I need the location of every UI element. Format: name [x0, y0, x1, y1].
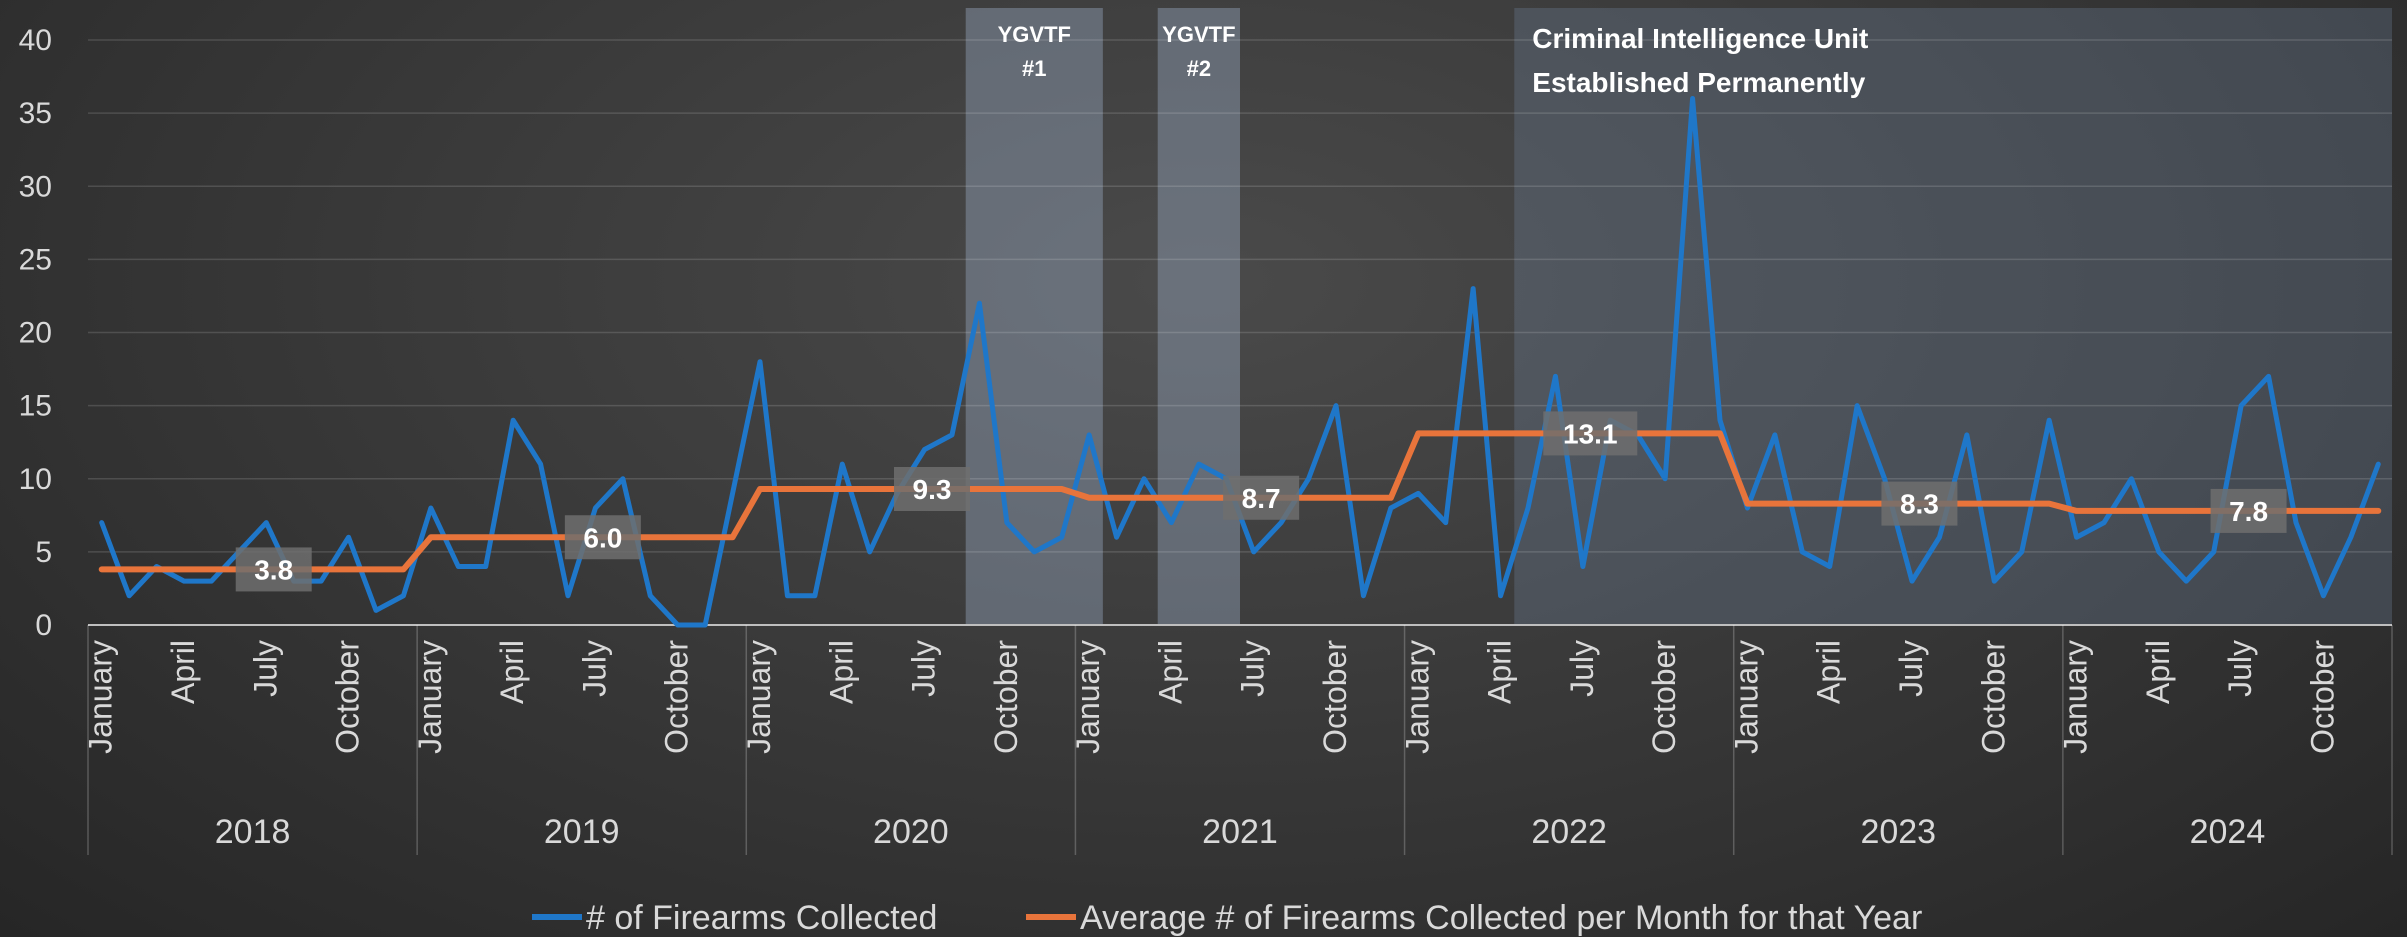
- annotation-region-2: [1157, 8, 1240, 625]
- year-label: 2024: [2190, 813, 2266, 851]
- x-tick-label: January: [1070, 640, 1106, 754]
- y-tick-label: 25: [19, 243, 52, 276]
- x-tick-label: April: [1482, 640, 1518, 704]
- x-tick-label: October: [330, 640, 366, 754]
- data-label-box: [235, 547, 312, 592]
- y-tick-label: 35: [19, 97, 52, 130]
- annotation-label: #2: [1187, 56, 1211, 81]
- annotation-label: YGVTF: [1162, 22, 1235, 47]
- x-tick-label: April: [1811, 640, 1847, 704]
- y-axis-ticks: 0 5 10 15 20 25 30 35 40: [19, 24, 52, 642]
- data-label: 8.7: [1242, 483, 1281, 514]
- annotation-label: Criminal Intelligence Unit: [1532, 23, 1868, 54]
- x-tick-label: April: [1152, 640, 1188, 704]
- x-tick-label: July: [906, 640, 942, 697]
- annotation-label: Established Permanently: [1532, 67, 1865, 98]
- data-label: 3.8: [254, 554, 293, 585]
- x-tick-label: April: [165, 640, 201, 704]
- y-tick-label: 10: [19, 463, 52, 496]
- x-tick-label: October: [988, 640, 1024, 754]
- annotation-labels: YGVTF #1 YGVTF #2 Criminal Intelligence Unit…: [998, 22, 1869, 98]
- y-tick-label: 30: [19, 170, 52, 203]
- annotation-label: YGVTF: [998, 22, 1071, 47]
- gridlines: [88, 39, 2392, 626]
- data-label: 9.3: [913, 474, 952, 505]
- x-tick-label: January: [83, 640, 119, 754]
- data-label-box: [2210, 488, 2287, 533]
- data-label-box: [1543, 411, 1638, 456]
- year-label: 2023: [1860, 813, 1936, 851]
- x-tick-label: July: [2222, 640, 2258, 697]
- x-tick-label: October: [1317, 640, 1353, 754]
- x-tick-label: October: [659, 640, 695, 754]
- data-labels: 3.8 6.0 9.3 8.7 13.1 8.3 7.8: [235, 411, 2287, 592]
- year-label: 2018: [215, 813, 291, 851]
- x-tick-label: October: [1646, 640, 1682, 754]
- x-tick-label: July: [1893, 640, 1929, 697]
- data-label-box: [1881, 481, 1958, 526]
- data-label: 6.0: [583, 522, 622, 553]
- legend-label-firearms: # of Firearms Collected: [586, 899, 937, 937]
- data-label-box: [894, 466, 970, 511]
- x-axis: January April July October 2018 January April J…: [83, 625, 2393, 855]
- x-tick-label: January: [2058, 640, 2094, 754]
- y-tick-label: 15: [19, 390, 52, 423]
- x-tick-label: April: [823, 640, 859, 704]
- x-tick-label: July: [1564, 640, 1600, 697]
- y-tick-label: 40: [19, 24, 52, 57]
- x-tick-label: January: [1728, 640, 1764, 754]
- year-label: 2022: [1531, 813, 1607, 851]
- legend-label-average: Average # of Firearms Collected per Mont…: [1080, 899, 1922, 937]
- x-tick-label: January: [412, 640, 448, 754]
- data-label-box: [1223, 475, 1300, 520]
- y-tick-label: 0: [35, 609, 52, 642]
- legend: # of Firearms Collected Average # of Fire…: [532, 899, 1922, 937]
- x-tick-label: October: [2304, 640, 2340, 754]
- x-tick-label: April: [494, 640, 530, 704]
- x-tick-label: January: [1399, 640, 1435, 754]
- y-tick-label: 20: [19, 317, 52, 350]
- annotation-label: #1: [1022, 56, 1046, 81]
- data-label: 13.1: [1563, 418, 1618, 449]
- y-tick-label: 5: [35, 536, 52, 569]
- year-label: 2021: [1202, 813, 1278, 851]
- x-tick-label: July: [247, 640, 283, 697]
- annotation-region-1: [965, 8, 1103, 625]
- year-label: 2019: [544, 813, 620, 851]
- data-label: 7.8: [2229, 496, 2268, 527]
- x-tick-label: April: [2140, 640, 2176, 704]
- x-tick-label: January: [741, 640, 777, 754]
- data-label: 8.3: [1900, 489, 1939, 520]
- data-label-box: [564, 515, 641, 560]
- year-label: 2020: [873, 813, 949, 851]
- x-tick-label: July: [1235, 640, 1271, 697]
- x-tick-label: October: [1975, 640, 2011, 754]
- x-tick-label: July: [576, 640, 612, 697]
